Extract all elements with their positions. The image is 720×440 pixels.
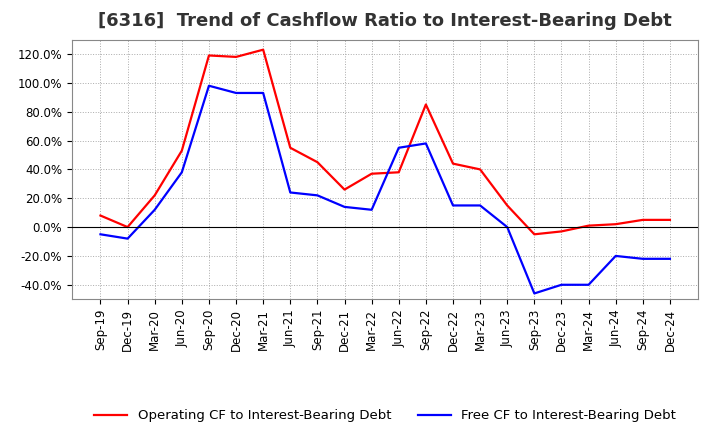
Operating CF to Interest-Bearing Debt	[639, 217, 647, 223]
Free CF to Interest-Bearing Debt	[178, 170, 186, 175]
Free CF to Interest-Bearing Debt	[611, 253, 620, 259]
Free CF to Interest-Bearing Debt	[530, 291, 539, 296]
Free CF to Interest-Bearing Debt	[259, 90, 268, 95]
Free CF to Interest-Bearing Debt	[341, 204, 349, 209]
Operating CF to Interest-Bearing Debt	[341, 187, 349, 192]
Free CF to Interest-Bearing Debt	[421, 141, 430, 146]
Line: Free CF to Interest-Bearing Debt: Free CF to Interest-Bearing Debt	[101, 86, 670, 293]
Line: Operating CF to Interest-Bearing Debt: Operating CF to Interest-Bearing Debt	[101, 50, 670, 234]
Free CF to Interest-Bearing Debt	[150, 207, 159, 213]
Operating CF to Interest-Bearing Debt	[259, 47, 268, 52]
Title: [6316]  Trend of Cashflow Ratio to Interest-Bearing Debt: [6316] Trend of Cashflow Ratio to Intere…	[99, 12, 672, 30]
Free CF to Interest-Bearing Debt	[584, 282, 593, 287]
Free CF to Interest-Bearing Debt	[286, 190, 294, 195]
Free CF to Interest-Bearing Debt	[367, 207, 376, 213]
Operating CF to Interest-Bearing Debt	[584, 223, 593, 228]
Operating CF to Interest-Bearing Debt	[476, 167, 485, 172]
Operating CF to Interest-Bearing Debt	[123, 224, 132, 230]
Free CF to Interest-Bearing Debt	[665, 256, 674, 261]
Free CF to Interest-Bearing Debt	[395, 145, 403, 150]
Free CF to Interest-Bearing Debt	[123, 236, 132, 241]
Operating CF to Interest-Bearing Debt	[665, 217, 674, 223]
Legend: Operating CF to Interest-Bearing Debt, Free CF to Interest-Bearing Debt: Operating CF to Interest-Bearing Debt, F…	[89, 404, 681, 428]
Free CF to Interest-Bearing Debt	[503, 224, 511, 230]
Operating CF to Interest-Bearing Debt	[178, 148, 186, 153]
Free CF to Interest-Bearing Debt	[476, 203, 485, 208]
Free CF to Interest-Bearing Debt	[232, 90, 240, 95]
Operating CF to Interest-Bearing Debt	[421, 102, 430, 107]
Operating CF to Interest-Bearing Debt	[204, 53, 213, 58]
Operating CF to Interest-Bearing Debt	[557, 229, 566, 234]
Operating CF to Interest-Bearing Debt	[503, 203, 511, 208]
Operating CF to Interest-Bearing Debt	[96, 213, 105, 218]
Free CF to Interest-Bearing Debt	[639, 256, 647, 261]
Operating CF to Interest-Bearing Debt	[611, 222, 620, 227]
Operating CF to Interest-Bearing Debt	[530, 231, 539, 237]
Operating CF to Interest-Bearing Debt	[367, 171, 376, 176]
Free CF to Interest-Bearing Debt	[96, 231, 105, 237]
Free CF to Interest-Bearing Debt	[557, 282, 566, 287]
Free CF to Interest-Bearing Debt	[204, 83, 213, 88]
Operating CF to Interest-Bearing Debt	[313, 160, 322, 165]
Operating CF to Interest-Bearing Debt	[449, 161, 457, 166]
Operating CF to Interest-Bearing Debt	[232, 54, 240, 59]
Operating CF to Interest-Bearing Debt	[286, 145, 294, 150]
Free CF to Interest-Bearing Debt	[449, 203, 457, 208]
Free CF to Interest-Bearing Debt	[313, 193, 322, 198]
Operating CF to Interest-Bearing Debt	[395, 170, 403, 175]
Operating CF to Interest-Bearing Debt	[150, 193, 159, 198]
